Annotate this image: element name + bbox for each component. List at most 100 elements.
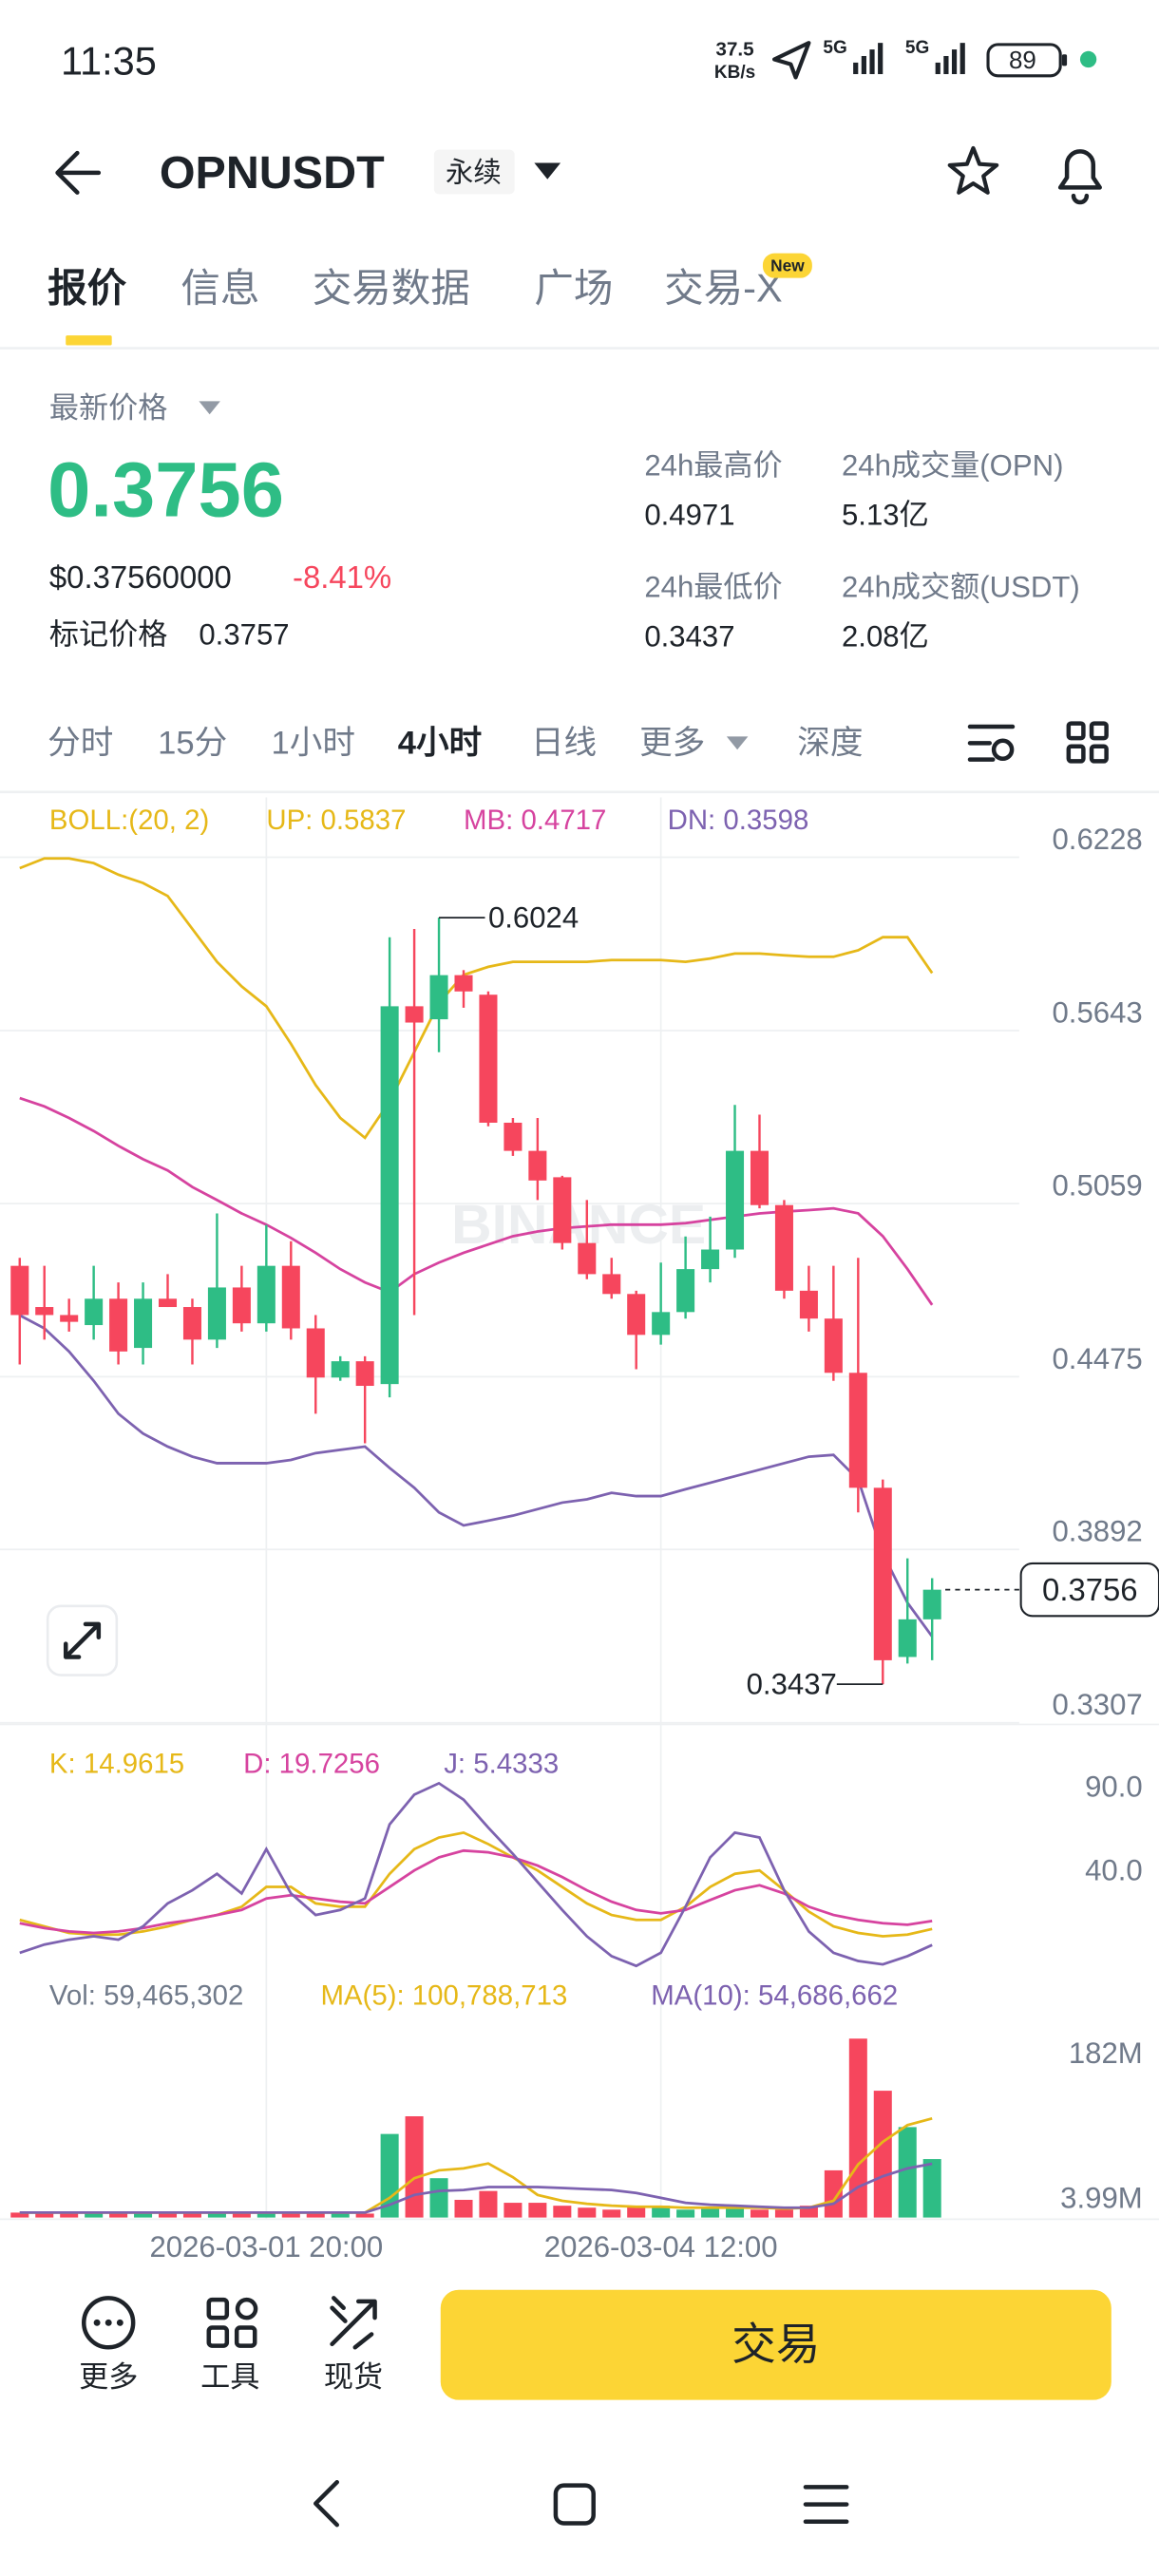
chart-area: 2026-03-01 20:00 2026-03-04 12:00 0.6228 0.… xyxy=(0,797,1159,2263)
volume-bar xyxy=(281,2211,300,2218)
candle-body xyxy=(306,1328,325,1378)
legend-entry: UP: 0.5837 xyxy=(266,805,406,836)
low-label: 0.3437 xyxy=(747,1668,837,1701)
nav-home[interactable] xyxy=(553,2483,596,2526)
y-tick-label: 90.0 xyxy=(1085,1770,1143,1803)
more-button[interactable] xyxy=(82,2296,136,2350)
candle-body xyxy=(873,1487,892,1660)
tab[interactable]: 信息 xyxy=(180,265,259,310)
y-tick-label: 0.4475 xyxy=(1052,1342,1142,1375)
legend-entry: D: 19.7256 xyxy=(243,1748,380,1779)
stat-value: 2.08亿 xyxy=(842,619,929,653)
favorite-button[interactable] xyxy=(947,145,999,195)
trade-button[interactable] xyxy=(440,2289,1112,2400)
volume-bar xyxy=(207,2212,226,2218)
volume-bar xyxy=(676,2209,695,2218)
signal-icon xyxy=(853,43,884,75)
volume-bar xyxy=(306,2212,325,2218)
indicator-settings[interactable] xyxy=(967,724,1016,762)
nav-back[interactable] xyxy=(314,2479,340,2528)
volume-bar xyxy=(380,2133,399,2218)
volume-bar xyxy=(922,2159,941,2218)
candle-body xyxy=(429,975,448,1020)
candle-body xyxy=(85,1298,104,1326)
indicator-line xyxy=(19,1781,933,1968)
net-speed: 37.5 xyxy=(715,39,753,61)
symbol-dropdown[interactable] xyxy=(534,162,561,180)
alert-button[interactable] xyxy=(1057,149,1102,205)
usd-price: $0.37560000 xyxy=(49,559,232,595)
action-label[interactable]: 工具 xyxy=(200,2360,259,2394)
candle-body xyxy=(35,1307,54,1316)
volume-ma-line xyxy=(19,2162,933,2214)
price-label[interactable]: 最新价格 xyxy=(49,391,168,425)
volume-bar xyxy=(479,2190,498,2218)
volume-bar xyxy=(109,2211,128,2218)
tab[interactable]: 广场 xyxy=(534,265,613,310)
legend-entry: MA(5): 100,788,713 xyxy=(320,1979,567,2011)
back-button[interactable] xyxy=(55,150,102,195)
candle-body xyxy=(109,1298,128,1352)
tab[interactable]: 交易-X xyxy=(664,265,783,310)
symbol[interactable]: OPNUSDT xyxy=(160,147,385,199)
volume-bar xyxy=(331,2213,350,2218)
x-tick-label: 2026-03-04 12:00 xyxy=(544,2230,778,2263)
legend-entry: MB: 0.4717 xyxy=(464,805,606,836)
boll-line xyxy=(19,857,934,1140)
legend-entry: J: 5.4333 xyxy=(444,1748,559,1779)
tab[interactable]: 交易数据 xyxy=(313,265,470,310)
interval[interactable]: 1小时 xyxy=(272,725,355,761)
nav-menu[interactable] xyxy=(803,2485,849,2524)
candle-body xyxy=(60,1315,79,1322)
last-price: 0.3756 xyxy=(48,446,284,533)
new-badge-text: New xyxy=(770,256,805,275)
y-tick-label: 0.6228 xyxy=(1052,823,1142,856)
x-tick-label: 2026-03-01 20:00 xyxy=(149,2230,383,2263)
volume-bar xyxy=(627,2206,646,2218)
candle-body xyxy=(824,1318,843,1373)
interval[interactable]: 分时 xyxy=(48,725,113,761)
interval[interactable]: 日线 xyxy=(531,725,597,761)
price-change: -8.41% xyxy=(293,559,391,595)
volume-bar xyxy=(182,2212,201,2218)
tab[interactable]: 报价 xyxy=(48,265,127,310)
status-dot xyxy=(1079,50,1097,68)
volume-bar xyxy=(504,2203,522,2218)
mark-price: 0.3757 xyxy=(199,618,289,652)
legend-entry: DN: 0.3598 xyxy=(668,805,809,836)
candle-body xyxy=(454,975,473,992)
divider xyxy=(0,790,1159,794)
stat-value: 0.3437 xyxy=(644,619,734,653)
interval-active[interactable]: 4小时 xyxy=(398,725,482,761)
last-price-label: 0.3756 xyxy=(1042,1572,1138,1607)
interval[interactable]: 深度 xyxy=(797,725,863,761)
layout-button[interactable] xyxy=(1066,721,1109,764)
candle-body xyxy=(158,1298,178,1308)
action-label[interactable]: 更多 xyxy=(79,2360,138,2394)
interval[interactable]: 15分 xyxy=(158,725,227,761)
price-dropdown[interactable] xyxy=(199,401,220,415)
candle-body xyxy=(602,1274,621,1295)
y-tick-label: 3.99M xyxy=(1060,2181,1143,2214)
network-type: 5G xyxy=(905,38,929,58)
action-label[interactable]: 现货 xyxy=(324,2360,383,2394)
more-dropdown[interactable] xyxy=(726,736,749,750)
trade-label[interactable]: 交易 xyxy=(732,2320,820,2369)
candle-body xyxy=(405,1006,424,1023)
tabs: 报价 信息 交易数据 广场 交易-X New xyxy=(0,253,1159,350)
spot-button[interactable] xyxy=(330,2296,377,2350)
y-tick-label: 40.0 xyxy=(1085,1854,1143,1887)
candle-body xyxy=(652,1312,671,1335)
interval[interactable]: 更多 xyxy=(639,725,705,761)
network-type: 5G xyxy=(823,38,846,58)
candle-body xyxy=(355,1361,374,1387)
stat-label: 24h最低价 xyxy=(644,570,782,603)
tools-button[interactable] xyxy=(206,2297,258,2348)
volume-bar xyxy=(10,2212,29,2218)
volume-bar xyxy=(701,2207,720,2218)
stat-label: 24h成交量(OPN) xyxy=(842,448,1063,482)
expand-button[interactable] xyxy=(46,1604,119,1676)
volume-bar xyxy=(824,2169,843,2218)
